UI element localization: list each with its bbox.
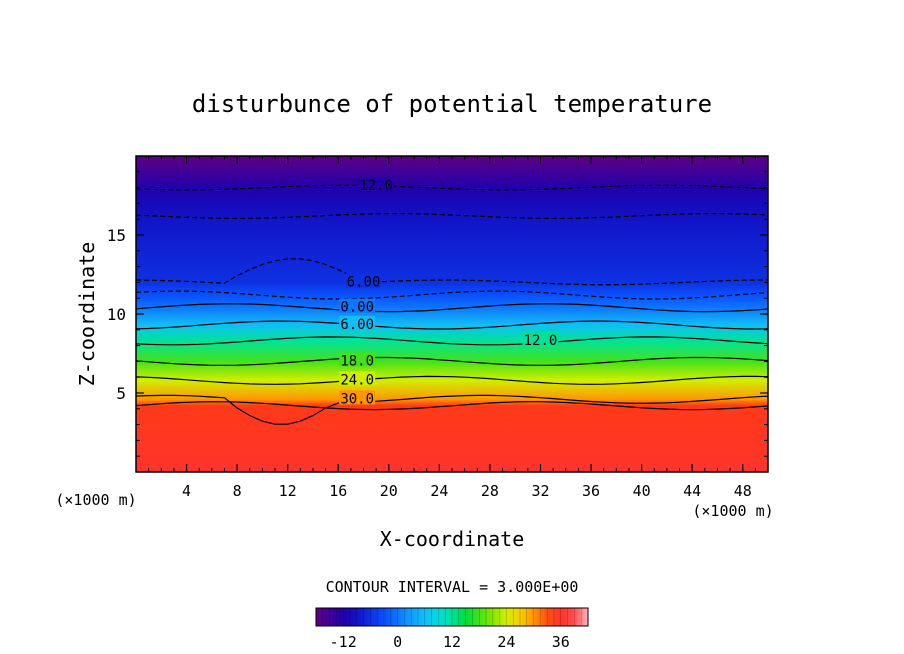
x-tick-label: 48 [734, 482, 752, 500]
contour-interval-text: CONTOUR INTERVAL = 3.000E+00 [326, 578, 579, 596]
y-tick-label: 10 [107, 305, 126, 324]
contour-label: 12.0 [524, 333, 558, 349]
x-unit-right: (×1000 m) [692, 502, 773, 520]
contour-label-bg [339, 371, 376, 386]
x-axis-label: X-coordinate [380, 527, 525, 551]
contour-label: 30.0 [340, 391, 374, 407]
colorbar [315, 607, 589, 627]
contour-line [136, 356, 768, 366]
contour-label: 18.0 [340, 353, 374, 369]
contour-label-bg [339, 298, 376, 313]
contour-line [136, 303, 768, 313]
colorbar-tick-label: 24 [497, 633, 515, 651]
contour-lines [136, 184, 768, 425]
y-axis-ticks: 5 10 15 [107, 171, 768, 457]
colorbar-cells [322, 608, 582, 626]
contour-line [136, 290, 768, 300]
contour-label: 6.00 [347, 274, 381, 290]
x-unit-left: (×1000 m) [55, 491, 136, 509]
colorbar-tick-label: -12 [330, 633, 357, 651]
x-tick-label: 32 [531, 482, 549, 500]
contour-line [136, 394, 768, 425]
contour-line [136, 336, 768, 346]
contour-line [136, 320, 768, 330]
x-tick-label: 4 [182, 482, 191, 500]
x-tick-label: 28 [481, 482, 499, 500]
contour-label: 12.0 [359, 178, 393, 194]
contour-line [136, 184, 768, 191]
x-tick-label: 24 [430, 482, 448, 500]
contour-label-bg [339, 316, 376, 331]
contour-line [136, 258, 768, 286]
contour-line [136, 213, 768, 220]
plot-field [136, 156, 768, 472]
x-tick-label: 8 [233, 482, 242, 500]
colorbar-ticks: -12 0 12 24 36 [330, 633, 570, 651]
x-tick-label: 40 [633, 482, 651, 500]
x-tick-label: 44 [683, 482, 701, 500]
contour-label: 0.00 [340, 300, 374, 316]
contour-label-bg [345, 273, 382, 288]
chart-title: disturbunce of potential temperature [192, 90, 712, 118]
contour-label-bg [358, 177, 395, 192]
contour-line [136, 375, 768, 385]
y-axis-label: Z-coordinate [75, 242, 99, 387]
x-tick-label: 20 [380, 482, 398, 500]
colorbar-tick-label: 0 [393, 633, 402, 651]
colorbar-tick-label: 36 [552, 633, 570, 651]
contour-label: 6.00 [340, 317, 374, 333]
contour-label-bg [522, 331, 559, 346]
contour-line [136, 401, 768, 411]
contour-label: 24.0 [340, 372, 374, 388]
x-tick-label: 16 [329, 482, 347, 500]
x-tick-label: 12 [279, 482, 297, 500]
colorbar-tick-label: 12 [443, 633, 461, 651]
x-axis-ticks: 4 8 12 16 20 24 28 32 36 40 44 48 [148, 156, 756, 500]
y-tick-label: 5 [116, 384, 126, 403]
y-tick-label: 15 [107, 226, 126, 245]
contour-label-bg [339, 390, 376, 405]
x-tick-label: 36 [582, 482, 600, 500]
contour-label-bg [339, 352, 376, 367]
